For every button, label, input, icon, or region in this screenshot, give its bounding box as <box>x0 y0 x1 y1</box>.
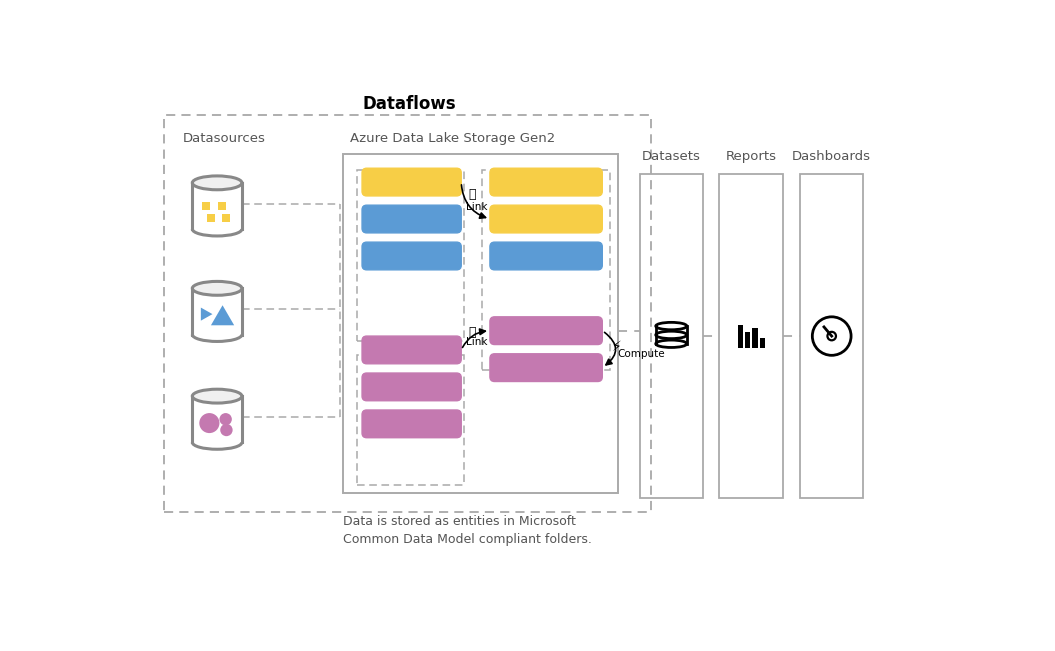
Circle shape <box>220 424 232 436</box>
Text: Reports: Reports <box>726 150 776 163</box>
FancyBboxPatch shape <box>490 242 602 270</box>
Text: Datasources: Datasources <box>183 132 265 145</box>
Text: Dataflows: Dataflows <box>363 94 456 113</box>
Bar <box>720 174 783 498</box>
Polygon shape <box>745 332 750 348</box>
Bar <box>218 202 226 210</box>
FancyBboxPatch shape <box>490 317 602 344</box>
FancyBboxPatch shape <box>362 336 461 364</box>
FancyBboxPatch shape <box>362 373 461 401</box>
FancyBboxPatch shape <box>362 205 461 233</box>
Bar <box>193 396 242 442</box>
Bar <box>203 202 210 210</box>
Polygon shape <box>760 338 765 348</box>
Bar <box>165 115 651 512</box>
Text: Datasets: Datasets <box>641 150 701 163</box>
Bar <box>343 154 618 493</box>
Bar <box>357 355 463 486</box>
Bar <box>800 174 863 498</box>
FancyBboxPatch shape <box>362 168 461 196</box>
Bar <box>222 214 230 222</box>
Bar <box>207 214 215 222</box>
Bar <box>482 170 610 370</box>
Bar <box>193 288 242 335</box>
FancyBboxPatch shape <box>490 168 602 196</box>
Bar <box>357 170 463 340</box>
Bar <box>193 183 242 229</box>
Text: Compute: Compute <box>618 349 666 359</box>
Circle shape <box>219 413 232 425</box>
FancyBboxPatch shape <box>490 353 602 381</box>
Text: Link: Link <box>466 337 487 347</box>
Text: Link: Link <box>466 202 487 212</box>
Polygon shape <box>752 327 757 348</box>
Polygon shape <box>211 305 234 326</box>
Polygon shape <box>738 324 744 348</box>
Text: ⛓: ⛓ <box>468 326 476 339</box>
Text: Data is stored as entities in Microsoft
Common Data Model compliant folders.: Data is stored as entities in Microsoft … <box>343 515 592 546</box>
Text: Azure Data Lake Storage Gen2: Azure Data Lake Storage Gen2 <box>350 132 556 145</box>
Text: ⛓: ⛓ <box>468 188 476 201</box>
Ellipse shape <box>192 281 242 296</box>
Text: Dashboards: Dashboards <box>792 150 871 163</box>
Circle shape <box>199 413 219 433</box>
FancyBboxPatch shape <box>362 242 461 270</box>
Ellipse shape <box>192 176 242 190</box>
FancyBboxPatch shape <box>490 205 602 233</box>
Polygon shape <box>200 307 212 321</box>
Ellipse shape <box>192 389 242 403</box>
FancyBboxPatch shape <box>362 410 461 437</box>
Text: ⚡: ⚡ <box>612 340 621 355</box>
Bar <box>639 174 703 498</box>
